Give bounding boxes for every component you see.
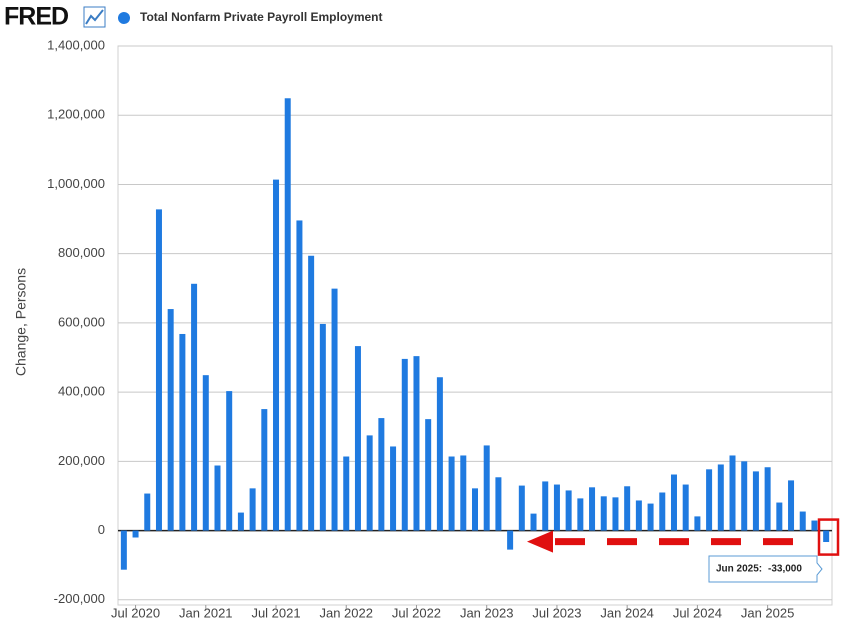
bar	[729, 455, 736, 531]
bar	[811, 520, 818, 531]
bar	[378, 418, 385, 531]
x-tick-label: Jul 2022	[392, 605, 441, 620]
bar	[788, 480, 795, 531]
tooltip-date: Jun 2025:	[716, 564, 762, 575]
bar	[694, 516, 701, 531]
x-tick-label: Jan 2022	[319, 605, 373, 620]
bar	[191, 283, 198, 531]
bar	[530, 513, 537, 531]
bar	[331, 288, 338, 531]
bar	[249, 488, 256, 531]
bar	[624, 486, 631, 531]
annotation-box	[817, 518, 840, 556]
y-tick-label: 400,000	[58, 384, 105, 399]
bar	[670, 474, 677, 531]
bar	[179, 333, 186, 531]
bar	[132, 530, 139, 538]
bar	[635, 500, 642, 531]
x-tick-label: Jan 2023	[460, 605, 514, 620]
x-tick-label: Jul 2020	[111, 605, 160, 620]
bar	[647, 503, 654, 531]
bar	[273, 179, 280, 531]
tooltip-value: -33,000	[768, 564, 802, 575]
bar	[319, 323, 326, 531]
y-tick-label: -200,000	[54, 591, 105, 606]
bar	[682, 484, 689, 531]
bar	[706, 469, 713, 531]
bar	[483, 445, 490, 531]
bar	[542, 481, 549, 531]
bar	[518, 485, 525, 531]
bar	[589, 487, 596, 531]
legend-swatch	[118, 12, 130, 24]
x-tick-label: Jan 2025	[741, 605, 795, 620]
x-tick-label: Jul 2021	[251, 605, 300, 620]
bar	[120, 530, 127, 570]
x-tick-label: Jan 2021	[179, 605, 233, 620]
bar	[366, 435, 373, 531]
bar	[600, 496, 607, 531]
bar	[226, 391, 233, 531]
bar	[495, 477, 502, 531]
bar	[659, 492, 666, 531]
bar	[284, 98, 291, 531]
bar	[577, 498, 584, 531]
bar	[752, 471, 759, 531]
bar	[144, 493, 151, 531]
bar	[799, 511, 806, 531]
logo: FRED	[4, 3, 68, 31]
legend-label: Total Nonfarm Private Payroll Employment	[140, 10, 383, 24]
bar	[776, 502, 783, 531]
y-tick-label: 1,400,000	[47, 37, 105, 52]
bar	[472, 488, 478, 531]
logo-icon	[83, 6, 106, 28]
y-tick-label: 1,000,000	[47, 176, 105, 191]
bar	[167, 309, 174, 531]
x-tick-label: Jul 2024	[673, 605, 722, 620]
bar	[717, 464, 724, 531]
bar	[436, 377, 443, 531]
bar	[401, 358, 408, 531]
annotation-arrow	[527, 530, 553, 553]
bar	[460, 455, 467, 531]
y-tick-label: 0	[98, 522, 105, 537]
bar	[507, 530, 514, 550]
bar	[612, 497, 619, 531]
x-tick-label: Jul 2023	[532, 605, 581, 620]
bar	[343, 456, 350, 531]
y-tick-label: 1,200,000	[47, 107, 105, 122]
bar	[155, 209, 162, 531]
bar	[390, 446, 397, 531]
bar	[448, 456, 455, 531]
bar	[413, 356, 420, 531]
bar	[261, 409, 268, 531]
bar	[741, 461, 748, 531]
bar	[823, 530, 830, 543]
y-tick-label: 200,000	[58, 453, 105, 468]
bar	[425, 419, 432, 531]
bar	[354, 346, 361, 531]
bar	[308, 255, 315, 531]
bar	[553, 484, 560, 531]
bar	[202, 375, 209, 531]
bar	[214, 465, 221, 531]
bar	[296, 220, 303, 531]
y-tick-label: 800,000	[58, 245, 105, 260]
bar	[565, 490, 572, 531]
y-tick-label: 600,000	[58, 314, 105, 329]
y-axis-label: Change, Persons	[13, 268, 29, 376]
x-tick-label: Jan 2024	[600, 605, 654, 620]
bar	[237, 512, 244, 531]
tooltip-box	[708, 555, 823, 583]
bar	[764, 467, 771, 531]
